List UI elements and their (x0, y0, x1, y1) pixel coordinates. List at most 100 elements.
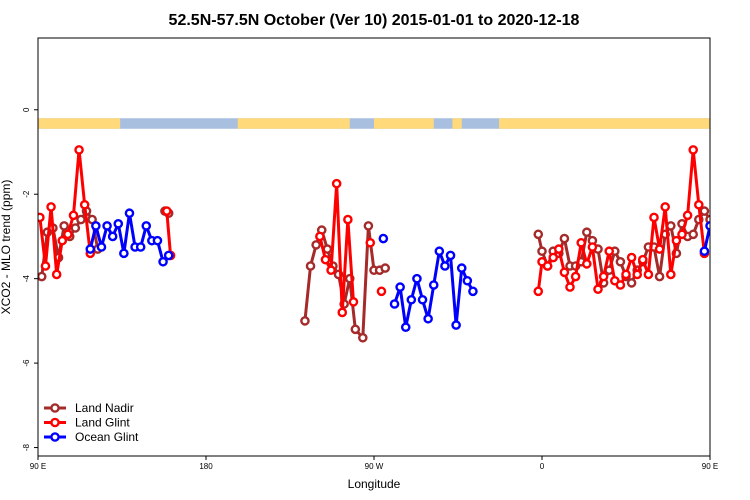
data-point-ocean-glint (158, 256, 168, 267)
legend-label: Land Nadir (75, 401, 134, 415)
data-point-land-glint (331, 178, 342, 189)
legend-swatch-marker (50, 417, 60, 428)
data-point-land-glint (660, 202, 671, 212)
data-point-land-nadir (688, 229, 699, 240)
data-point-ocean-glint (445, 250, 456, 261)
plot-frame (37, 37, 711, 457)
y-tick-label: -4 (22, 275, 31, 283)
y-tick-label: -6 (22, 359, 31, 367)
data-point-ocean-glint (434, 246, 445, 257)
data-point-land-glint (587, 242, 598, 252)
data-point-land-glint (376, 286, 387, 297)
y-tick-label: 0 (22, 107, 31, 112)
data-point-land-nadir (300, 316, 310, 326)
land-segment (374, 118, 434, 129)
data-point-ocean-glint (141, 221, 152, 231)
data-point-land-glint (677, 229, 687, 240)
x-axis-label: Longitude (348, 477, 401, 491)
data-point-ocean-glint (417, 294, 428, 305)
data-point-land-glint (570, 271, 581, 282)
data-point-land-glint (542, 261, 553, 271)
data-point-land-nadir (615, 256, 626, 267)
land-segment (237, 118, 350, 129)
data-point-land-nadir (305, 261, 316, 271)
legend-item-land-nadir: Land Nadir (44, 401, 134, 415)
data-point-land-glint (682, 210, 693, 221)
data-point-land-glint (744, 208, 750, 215)
land-segment (499, 118, 542, 129)
data-point-land-nadir (76, 214, 86, 225)
x-tick-label: 90 E (30, 462, 46, 471)
data-point-land-glint (38, 212, 45, 223)
data-point-land-glint (51, 269, 62, 280)
y-axis: 0 -2 -4 -6 -8 (22, 107, 38, 451)
data-point-land-glint (326, 265, 336, 276)
legend-item-ocean-glint: Ocean Glint (44, 430, 139, 444)
data-point-land-nadir (537, 246, 547, 257)
data-point-land-nadir (357, 332, 368, 343)
legend-swatch-marker (50, 432, 60, 442)
data-point-land-glint (632, 269, 643, 280)
data-point-land-glint (621, 269, 631, 280)
data-point-ocean-glint (462, 275, 473, 286)
data-point-land-glint (565, 282, 575, 292)
series-line-ocean-glint (702, 224, 710, 252)
data-point-land-glint (593, 284, 603, 295)
y-tick-label: -2 (22, 190, 31, 198)
data-point-land-nadir (38, 271, 47, 282)
data-point-ocean-glint (91, 221, 101, 231)
data-point-land-glint (40, 261, 51, 271)
data-point-ocean-glint (746, 243, 750, 250)
data-point-land-glint (57, 235, 68, 246)
data-point-land-nadir (363, 221, 374, 231)
data-point-land-glint (68, 210, 79, 221)
data-point-ocean-glint (124, 208, 135, 219)
data-point-land-glint (638, 254, 648, 265)
data-point-ocean-glint (451, 320, 461, 330)
data-point-ocean-glint (152, 235, 163, 246)
data-point-ocean-glint (423, 313, 433, 324)
data-point-land-nadir (559, 233, 570, 244)
data-point-land-glint (576, 237, 587, 248)
data-point-ocean-glint (135, 242, 146, 252)
land-ocean-strip (38, 118, 710, 129)
data-point-land-glint (63, 229, 73, 240)
data-point-land-glint (559, 267, 570, 278)
data-point-land-glint (604, 246, 615, 257)
legend-item-land-glint: Land Glint (44, 416, 130, 430)
series-line-land-glint (165, 210, 173, 256)
data-point-land-nadir (582, 227, 592, 238)
x-axis: 90 E 180 90 W 0 90 E (30, 456, 718, 471)
legend-swatch-marker (50, 403, 60, 413)
data-point-land-glint (365, 237, 376, 248)
data-point-ocean-glint (734, 250, 741, 257)
data-point-land-nadir (70, 223, 81, 233)
x-tick-label: 90 W (365, 462, 384, 471)
series-line-land-nadir (745, 209, 749, 213)
data-point-ocean-glint (163, 250, 174, 261)
data-point-land-glint (643, 269, 654, 280)
data-point-ocean-glint (119, 248, 129, 259)
data-point-ocean-glint (400, 322, 411, 333)
data-point-land-glint (626, 252, 637, 263)
data-point-ocean-glint (440, 261, 450, 271)
data-point-land-glint (337, 307, 348, 318)
data-point-land-nadir (311, 240, 321, 250)
data-point-ocean-glint (428, 280, 439, 290)
data-point-land-glint (582, 259, 592, 269)
data-point-land-nadir (533, 229, 544, 240)
data-point-land-glint (343, 214, 353, 225)
data-point-ocean-glint (712, 243, 719, 250)
data-point-land-nadir (380, 263, 391, 273)
data-point-land-glint (79, 199, 90, 210)
x-tick-label: 90 E (702, 462, 718, 471)
land-segment (542, 118, 710, 129)
chart-title: 52.5N-57.5N October (Ver 10) 2015-01-01 … (169, 12, 580, 29)
data-point-ocean-glint (395, 282, 405, 292)
data-point-land-glint (348, 297, 359, 307)
data-point-land-glint (598, 271, 609, 282)
data-point-land-glint (315, 231, 325, 242)
data-point-land-glint (654, 244, 665, 254)
data-point-land-glint (666, 269, 676, 280)
